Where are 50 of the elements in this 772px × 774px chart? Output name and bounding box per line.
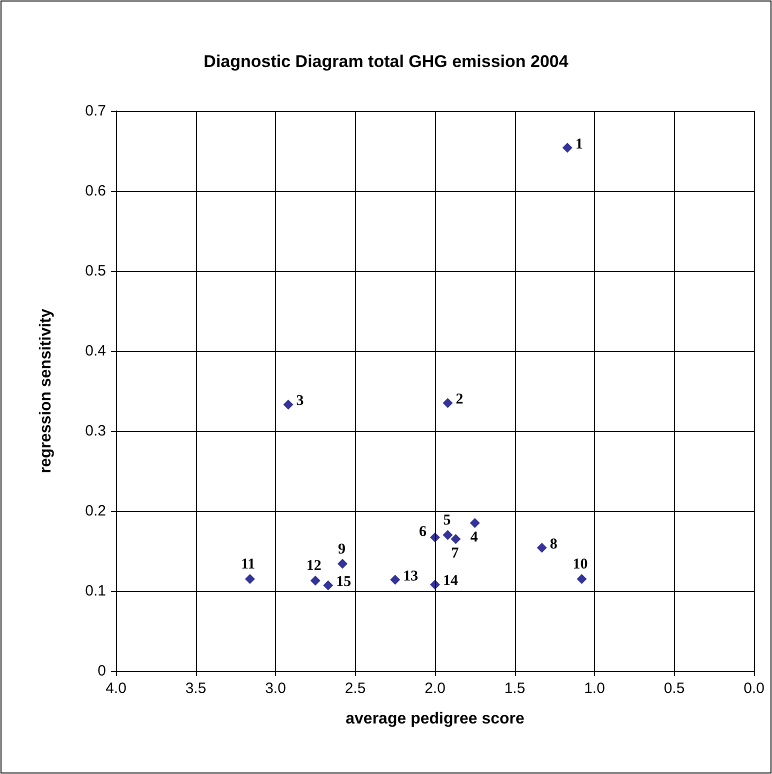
point (442, 398, 453, 408)
x-tick-label: 1.0 (584, 680, 605, 697)
annotation: 7 (451, 546, 460, 562)
annotation: 15 (336, 574, 352, 590)
annotation: 6 (419, 524, 427, 540)
point (323, 580, 334, 590)
annotation: 13 (403, 568, 418, 584)
annotation: 1 (575, 136, 583, 152)
annotation: 8 (550, 536, 558, 552)
annotation: 9 (338, 541, 346, 558)
x-tick-label: 2.5 (344, 680, 366, 697)
x-tick-label: 0.0 (744, 680, 764, 697)
annotation: 14 (443, 573, 458, 590)
point (430, 580, 440, 590)
annotation: 3 (296, 393, 304, 410)
point (536, 542, 547, 553)
x-tick-label: 4.0 (106, 680, 126, 697)
y-tick-label: 0.4 (85, 342, 106, 360)
x-axis-title: average pedigree score (346, 710, 524, 728)
y-tick-label: 0.7 (85, 102, 106, 120)
point (337, 558, 348, 569)
y-tick-label: 0.3 (85, 422, 106, 440)
chart-title: Diagnostic Diagram total GHG emission 2004 (204, 52, 569, 71)
annotation: 2 (456, 392, 464, 408)
point (470, 518, 480, 528)
annotation: 10 (572, 556, 588, 572)
y-tick-label: 0 (98, 662, 106, 680)
y-tick-label: 0.2 (85, 502, 106, 520)
annotation: 5 (443, 512, 451, 528)
annotation: 11 (240, 556, 256, 572)
point (576, 574, 587, 584)
y-tick-label: 0.1 (85, 582, 106, 600)
x-tick-label: 2.0 (424, 680, 446, 697)
point (283, 400, 294, 410)
point (244, 574, 255, 584)
y-tick-label: 0.5 (85, 262, 106, 280)
x-tick-label: 0.5 (664, 680, 685, 697)
y-axis-title: regression sensitivity (38, 308, 54, 474)
point (450, 534, 461, 544)
x-tick-label: 3.0 (265, 680, 286, 697)
annotation: 4 (470, 530, 478, 546)
x-tick-label: 3.5 (185, 680, 206, 697)
point (562, 142, 572, 153)
point (442, 530, 453, 540)
point (390, 574, 400, 585)
y-tick-label: 0.6 (85, 182, 106, 200)
point (430, 532, 440, 542)
x-tick-label: 1.5 (504, 680, 526, 697)
point (310, 576, 320, 586)
annotation: 12 (306, 558, 322, 574)
